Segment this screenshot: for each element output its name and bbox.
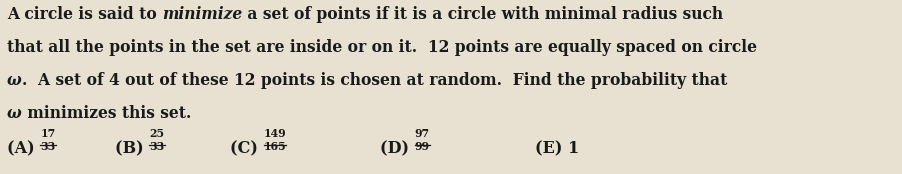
Text: minimize: minimize [162, 6, 243, 23]
Text: A circle is said to: A circle is said to [7, 6, 162, 23]
Text: (E) 1: (E) 1 [535, 140, 579, 157]
Text: a set of points if it is a circle with minimal radius such: a set of points if it is a circle with m… [243, 6, 723, 23]
Text: (A): (A) [7, 140, 41, 157]
Text: .  A set of 4 out of these 12 points is chosen at random.  Find the probability : . A set of 4 out of these 12 points is c… [22, 72, 727, 89]
Text: 165: 165 [263, 141, 286, 152]
Text: ω: ω [7, 105, 22, 122]
Text: 149: 149 [263, 128, 286, 139]
Text: 33: 33 [41, 141, 56, 152]
Text: (C): (C) [230, 140, 263, 157]
Text: ω: ω [7, 72, 22, 89]
Text: (B): (B) [115, 140, 149, 157]
Text: 17: 17 [41, 128, 56, 139]
Text: 99: 99 [415, 141, 429, 152]
Text: 25: 25 [150, 128, 164, 139]
Text: (D): (D) [380, 140, 415, 157]
Text: 97: 97 [415, 128, 429, 139]
Text: that all the points in the set are inside or on it.  12 points are equally space: that all the points in the set are insid… [7, 39, 757, 56]
Text: 33: 33 [149, 141, 164, 152]
Text: minimizes this set.: minimizes this set. [22, 105, 191, 122]
